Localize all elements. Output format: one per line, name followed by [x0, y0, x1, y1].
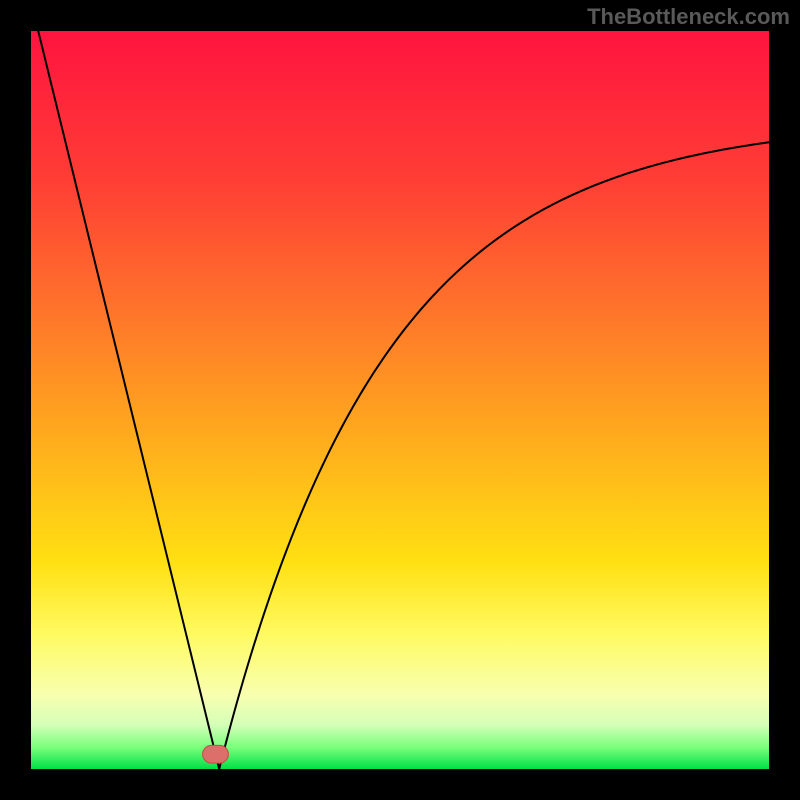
curve-layer	[31, 31, 769, 769]
chart-container: TheBottleneck.com	[0, 0, 800, 800]
bottleneck-curve	[31, 31, 769, 769]
plot-area	[31, 31, 769, 769]
watermark-text: TheBottleneck.com	[587, 4, 790, 30]
minimum-marker	[203, 745, 229, 763]
